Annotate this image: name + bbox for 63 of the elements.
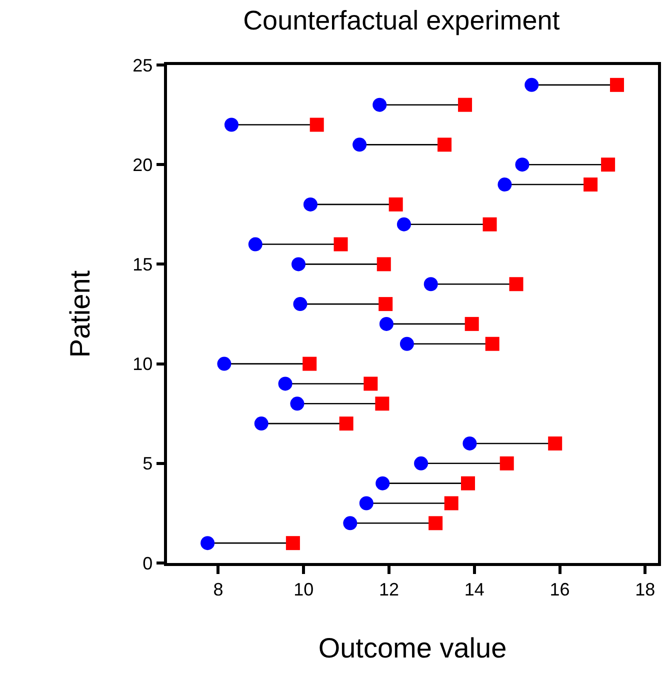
point bbox=[500, 456, 514, 470]
y-tick-label: 10 bbox=[132, 354, 153, 374]
point bbox=[601, 158, 616, 172]
point bbox=[217, 356, 232, 371]
point bbox=[428, 516, 443, 530]
point bbox=[400, 336, 414, 351]
point bbox=[293, 297, 308, 312]
y-tick-label: 5 bbox=[142, 454, 153, 474]
point bbox=[485, 336, 500, 351]
point bbox=[375, 396, 390, 411]
y-tick-label: 20 bbox=[132, 154, 153, 175]
point bbox=[339, 416, 354, 431]
point bbox=[610, 78, 624, 92]
point bbox=[378, 297, 393, 312]
point bbox=[364, 376, 378, 391]
point bbox=[290, 396, 304, 411]
y-axis-title: Patient bbox=[64, 270, 96, 358]
x-tick-label: 10 bbox=[294, 579, 314, 600]
point bbox=[414, 456, 428, 470]
point bbox=[424, 277, 438, 292]
point bbox=[343, 516, 358, 530]
x-tick-label: 16 bbox=[550, 579, 570, 600]
point bbox=[458, 98, 472, 112]
point bbox=[254, 416, 268, 431]
point bbox=[388, 197, 403, 212]
chart-title: Counterfactual experiment bbox=[243, 5, 560, 36]
point bbox=[352, 138, 367, 152]
point bbox=[303, 197, 318, 212]
point bbox=[372, 98, 387, 112]
point bbox=[359, 496, 374, 510]
point bbox=[302, 356, 317, 371]
point bbox=[548, 436, 562, 450]
point bbox=[379, 316, 394, 331]
point bbox=[376, 476, 390, 490]
point bbox=[286, 536, 300, 550]
point bbox=[464, 316, 479, 331]
point bbox=[498, 178, 512, 192]
point bbox=[438, 138, 452, 152]
point bbox=[334, 237, 348, 252]
point bbox=[462, 436, 477, 450]
point bbox=[482, 217, 497, 232]
point bbox=[376, 257, 391, 272]
x-tick-label: 8 bbox=[213, 579, 224, 600]
point bbox=[224, 118, 238, 132]
point bbox=[515, 158, 530, 172]
y-tick-label: 0 bbox=[142, 553, 153, 574]
point bbox=[248, 237, 262, 252]
x-axis-title: Outcome value bbox=[318, 632, 507, 664]
point bbox=[461, 476, 475, 490]
point bbox=[509, 277, 524, 292]
point bbox=[200, 536, 215, 550]
point bbox=[310, 118, 324, 132]
x-tick-label: 14 bbox=[464, 579, 484, 600]
point bbox=[292, 257, 306, 272]
y-tick-label: 25 bbox=[132, 55, 153, 76]
x-tick-label: 12 bbox=[379, 579, 400, 600]
point bbox=[396, 217, 411, 232]
y-tick-label: 15 bbox=[132, 254, 153, 274]
point bbox=[524, 78, 539, 92]
point bbox=[584, 178, 598, 192]
x-tick-label: 18 bbox=[635, 579, 656, 600]
point bbox=[444, 496, 458, 510]
point bbox=[278, 376, 292, 391]
